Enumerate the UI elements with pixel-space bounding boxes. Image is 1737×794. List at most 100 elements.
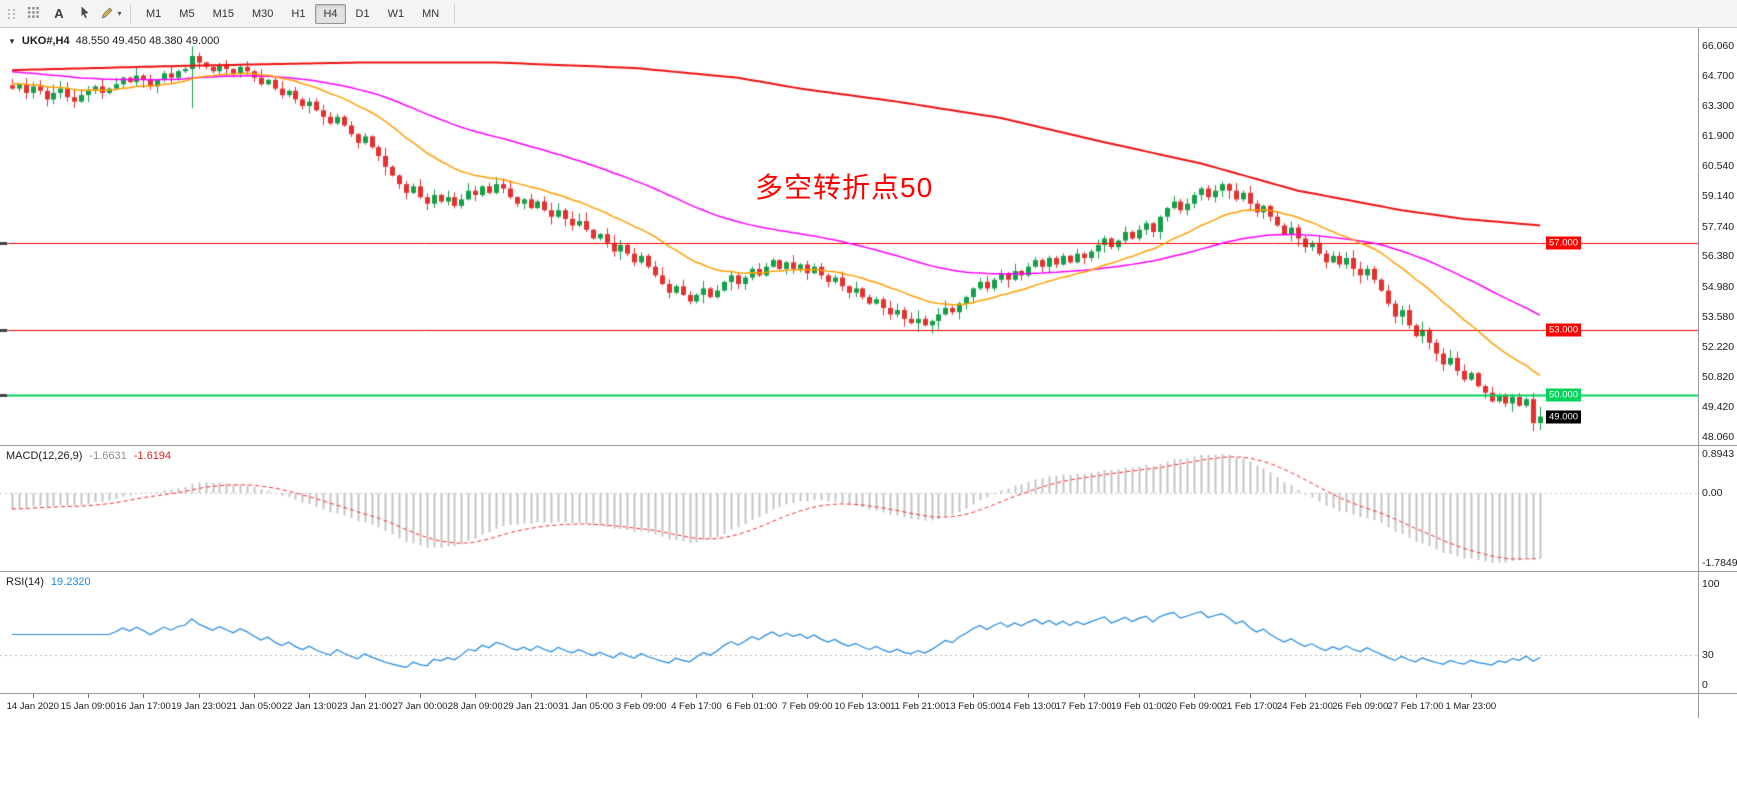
time-axis-label: 20 Feb 09:00 (1166, 701, 1223, 712)
price-axis[interactable]: 66.060 64.700 63.300 61.900 60.540 59.140 57.7… (1698, 28, 1737, 445)
cursor-tool-button[interactable] (73, 3, 97, 25)
timeframe-button-d1[interactable]: D1 (355, 7, 370, 20)
cursor-icon (78, 5, 92, 22)
time-axis-label: 28 Jan 09:00 (447, 701, 503, 712)
time-axis-tick (1083, 694, 1085, 698)
price-axis-label: 50.820 (1702, 371, 1735, 384)
macd-axis[interactable]: 0.8943 0.00 -1.7849 (1698, 446, 1737, 571)
price-axis-label: 61.900 (1702, 130, 1735, 143)
chevron-down-icon: ▾ (117, 9, 122, 18)
rsi-axis-label: 100 (1702, 578, 1720, 590)
time-axis-label: 19 Jan 23:00 (171, 701, 227, 712)
rsi-value: 19.2320 (50, 576, 91, 588)
chart-grid-button[interactable] (21, 3, 45, 25)
time-axis-tick (32, 694, 34, 698)
time-axis-tick (1138, 694, 1140, 698)
toolbar-separator-2 (454, 3, 456, 24)
time-axis-label: 11 Feb 21:00 (890, 701, 946, 712)
time-axis-label: 3 Feb 09:00 (615, 701, 667, 712)
timeframe-button-m30[interactable]: M30 (251, 7, 274, 20)
time-axis-tick (530, 694, 532, 698)
macd-axis-label: 0.8943 (1702, 448, 1735, 460)
time-axis-label: 22 Jan 13:00 (281, 701, 337, 712)
time-axis-tick (862, 694, 864, 698)
draw-tool-button[interactable]: ▾ (99, 3, 123, 25)
macd-main-value: -1.6631 (89, 450, 127, 462)
time-axis-tick (917, 694, 919, 698)
time-axis-label: 27 Feb 17:00 (1387, 701, 1444, 712)
time-axis-label: 17 Feb 17:00 (1055, 701, 1112, 712)
rsi-axis-label: 0 (1702, 679, 1708, 691)
time-axis-label: 6 Feb 01:00 (726, 701, 778, 712)
bid-price-tag: 49.000 (1546, 410, 1582, 424)
ohlc-values: 48.550 49.450 48.380 49.000 (75, 35, 220, 47)
candlestick-canvas[interactable] (0, 28, 1698, 445)
time-axis-tick (198, 694, 200, 698)
timeframe-button-m1[interactable]: M1 (146, 7, 162, 20)
time-axis-tick (973, 694, 975, 698)
time-axis-label: 14 Jan 2020 (6, 701, 59, 712)
h-line-57000-tag[interactable]: 57.000 (1546, 236, 1582, 250)
time-axis-label: 10 Feb 13:00 (834, 701, 891, 712)
rsi-title: RSI(14) (6, 576, 44, 588)
time-axis-tick (1194, 694, 1196, 698)
time-axis-label: 23 Jan 21:00 (337, 701, 393, 712)
time-axis-tick (364, 694, 366, 698)
macd-title: MACD(12,26,9) (6, 450, 83, 462)
time-axis-label: 26 Feb 09:00 (1332, 701, 1389, 712)
price-axis-label: 53.580 (1702, 311, 1735, 324)
timeframe-group: M1 M5 M15 M30 H1 H4 D1 W1 MN (137, 3, 448, 24)
rsi-panel: RSI(14) 19.2320 100 30 0 (0, 571, 1737, 693)
time-axis-label: 15 Jan 09:00 (60, 701, 116, 712)
text-tool-button[interactable]: A (47, 3, 71, 25)
toolbar-separator (130, 3, 131, 24)
symbol-dropdown-icon[interactable]: ▼ (8, 36, 16, 46)
macd-signal-value: -1.6194 (133, 450, 172, 462)
time-axis-tick (1415, 694, 1417, 698)
timeframe-button-h4[interactable]: H4 (315, 3, 346, 24)
time-axis-tick (1360, 694, 1362, 698)
price-axis-label: 63.300 (1702, 99, 1735, 112)
rsi-axis-label: 30 (1702, 648, 1714, 661)
timeframe-button-w1[interactable]: W1 (387, 7, 405, 20)
price-axis-label: 64.700 (1702, 69, 1735, 82)
rsi-axis[interactable]: 100 30 0 (1698, 572, 1737, 693)
h-line-53000-tag[interactable]: 53.000 (1546, 323, 1582, 337)
time-axis-label: 16 Jan 17:00 (115, 701, 171, 712)
macd-axis-label: -1.7849 (1702, 557, 1737, 569)
time-axis-corner (1698, 694, 1737, 718)
macd-canvas[interactable] (0, 446, 1698, 571)
macd-plot-area[interactable]: MACD(12,26,9) -1.6631 -1.6194 (0, 446, 1698, 571)
time-axis[interactable]: 14 Jan 2020 15 Jan 09:00 16 Jan 17:00 19 Ja… (0, 693, 1737, 718)
text-tool-icon: A (54, 6, 64, 21)
time-axis-tick (641, 694, 643, 698)
time-axis-label: 1 Mar 23:00 (1445, 701, 1497, 712)
timeframe-button-m15[interactable]: M15 (212, 7, 234, 20)
timeframe-button-h1[interactable]: H1 (291, 7, 306, 20)
time-axis-tick (696, 694, 698, 698)
time-axis-tick (419, 694, 421, 698)
time-axis-tick (1028, 694, 1030, 698)
time-axis-tick (309, 694, 311, 698)
time-axis-tick (585, 694, 587, 698)
timeframe-button-m5[interactable]: M5 (179, 7, 195, 20)
price-axis-label: 56.380 (1702, 250, 1735, 263)
macd-panel: MACD(12,26,9) -1.6631 -1.6194 0.8943 0.00… (0, 445, 1737, 571)
time-axis-tick (1470, 694, 1472, 698)
price-axis-label: 60.540 (1702, 159, 1735, 172)
price-plot-area[interactable]: ▼ UKO#,H4 48.550 49.450 48.380 49.000 多空… (0, 28, 1698, 445)
toolbar-drag-handle[interactable] (7, 5, 17, 23)
h-line-50000-tag[interactable]: 50.000 (1546, 388, 1582, 402)
timeframe-button-mn[interactable]: MN (422, 7, 440, 20)
price-chart-panel: ▼ UKO#,H4 48.550 49.450 48.380 49.000 多空… (0, 28, 1737, 445)
price-axis-label: 57.740 (1702, 220, 1735, 233)
time-axis-label: 4 Feb 17:00 (671, 701, 722, 712)
time-axis-tick (751, 694, 753, 698)
rsi-canvas[interactable] (0, 572, 1698, 693)
time-axis-tick (1249, 694, 1251, 698)
rsi-plot-area[interactable]: RSI(14) 19.2320 (0, 572, 1698, 693)
time-axis-label: 21 Feb 17:00 (1221, 701, 1278, 712)
macd-axis-label: 0.00 (1702, 486, 1723, 499)
time-axis-label: 13 Feb 05:00 (945, 701, 1002, 712)
